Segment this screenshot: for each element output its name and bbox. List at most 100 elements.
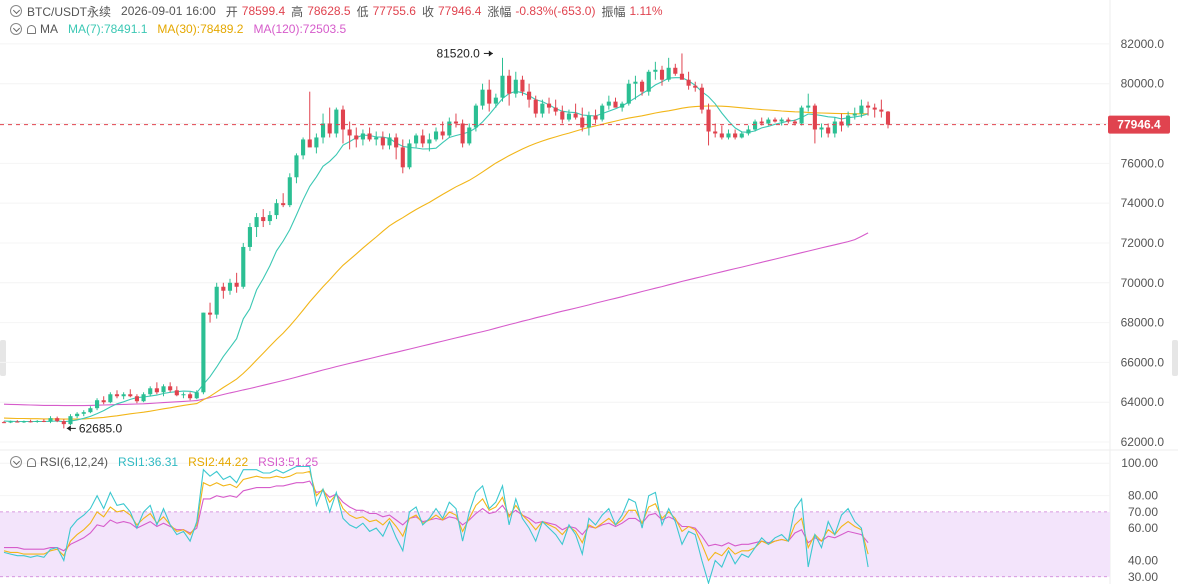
right-scroll-handle[interactable] (1172, 340, 1178, 376)
candle-body (181, 394, 186, 396)
candle-body (68, 416, 73, 425)
candle-body (560, 111, 565, 120)
rsi-label: RSI(6,12,24) (40, 455, 109, 469)
candle-body (879, 109, 884, 112)
candle-body (88, 408, 93, 413)
candle-body (75, 413, 80, 417)
candle (879, 99, 884, 118)
open-value: 78599.4 (241, 4, 286, 18)
candle (527, 83, 532, 108)
candle (61, 419, 66, 429)
candle (334, 107, 339, 138)
candle (301, 137, 306, 160)
candle (81, 410, 86, 417)
candle (806, 93, 811, 112)
candle (207, 302, 213, 323)
candle-body (580, 117, 585, 128)
candle-body (659, 69, 665, 80)
price-tick-label: 68000.0 (1121, 316, 1165, 330)
candle (141, 392, 146, 403)
candle (573, 103, 578, 120)
candle-body (786, 119, 791, 122)
candle-body (354, 135, 359, 140)
left-scroll-handle[interactable] (0, 340, 6, 376)
candle (473, 103, 478, 132)
candle-body (527, 91, 532, 100)
close-label: 收 (421, 4, 434, 19)
candle-body (533, 99, 538, 114)
candle (533, 95, 538, 118)
candle-body (15, 421, 20, 423)
candle-body (61, 421, 66, 425)
candle-body (347, 129, 352, 136)
candle (294, 153, 299, 184)
collapse-chevron-icon[interactable] (10, 456, 22, 468)
candle (8, 420, 13, 424)
candle (679, 53, 685, 80)
candle-body (766, 119, 771, 124)
candle-body (792, 121, 798, 124)
candle (706, 103, 711, 146)
candle-body (141, 394, 146, 402)
rsi-tick-label: 70.00 (1128, 505, 1158, 519)
candle-body (473, 105, 478, 128)
candle (819, 123, 824, 138)
high-value: 78628.5 (307, 4, 351, 18)
candle (560, 105, 565, 124)
candle-body (148, 388, 153, 395)
price-tick-label: 74000.0 (1121, 196, 1165, 210)
candle (832, 117, 837, 138)
candle (367, 127, 372, 142)
candle (500, 57, 505, 102)
candle (546, 97, 552, 114)
candle-body (21, 421, 27, 423)
candle-body (108, 394, 113, 403)
candle-body (154, 388, 159, 393)
price-tick-label: 70000.0 (1121, 276, 1165, 290)
low-label: 低 (356, 4, 369, 19)
candle (41, 419, 46, 423)
candle-body (327, 123, 332, 134)
candle-body (872, 107, 877, 110)
candle-body (686, 79, 691, 86)
candle-body (467, 127, 472, 144)
candle (487, 79, 492, 112)
candle-body (261, 217, 266, 222)
candle-body (540, 103, 545, 114)
candle-body (832, 121, 837, 134)
candle-body (699, 87, 704, 110)
collapse-chevron-icon[interactable] (10, 23, 22, 35)
candle (739, 131, 744, 139)
candle (314, 133, 319, 154)
candle (746, 125, 751, 136)
candle-body (633, 81, 638, 84)
candle (606, 95, 611, 110)
alert-bell-icon[interactable] (27, 457, 36, 467)
candle (261, 209, 266, 228)
candle-body (214, 286, 219, 315)
candle (267, 211, 272, 226)
candle (35, 420, 40, 423)
candle-body (281, 203, 286, 206)
candle-body (201, 312, 206, 393)
alert-bell-icon[interactable] (27, 24, 36, 34)
rsi3-value: RSI3:51.25 (258, 455, 319, 469)
collapse-chevron-icon[interactable] (10, 5, 22, 17)
candle-body (666, 67, 671, 80)
price-tick-label: 66000.0 (1121, 355, 1165, 369)
candle-body (174, 390, 179, 396)
candle (181, 392, 186, 399)
candle (600, 103, 605, 122)
candle (626, 79, 631, 106)
rsi-tick-label: 80.00 (1128, 489, 1158, 503)
amplitude-value: 1.11% (629, 4, 663, 18)
rsi-band (0, 511, 1110, 577)
candle-body (394, 137, 399, 148)
candle-body (746, 129, 751, 134)
candle-body (267, 215, 272, 222)
candle-body (626, 83, 631, 104)
candle (194, 390, 199, 400)
candle (852, 107, 857, 120)
candle (566, 109, 572, 122)
